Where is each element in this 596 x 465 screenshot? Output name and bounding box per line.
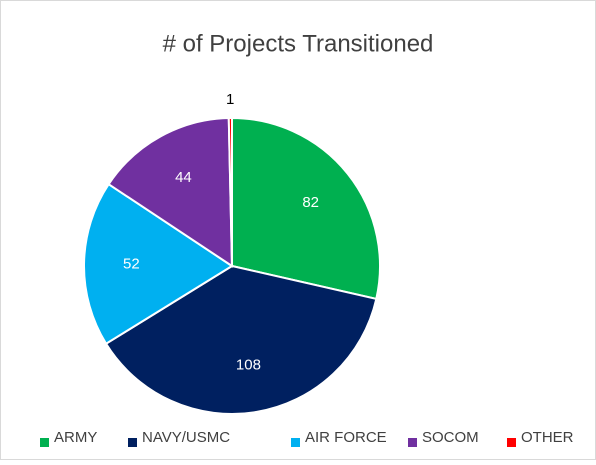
data-label: 108 <box>236 356 261 373</box>
legend-swatch <box>40 438 49 447</box>
legend-label: ARMY <box>54 429 97 446</box>
data-label: 44 <box>175 169 192 186</box>
pie-slice <box>231 116 381 301</box>
legend-swatch <box>507 438 516 447</box>
legend-swatch <box>408 438 417 447</box>
legend-label: SOCOM <box>422 429 479 446</box>
legend-label: NAVY/USMC <box>142 429 230 446</box>
data-label: 1 <box>226 91 234 108</box>
data-label: 52 <box>123 255 140 272</box>
pie-slice <box>107 117 234 268</box>
pie-slice <box>83 182 234 346</box>
legend-swatch <box>291 438 300 447</box>
pie-slice <box>227 116 233 267</box>
legend-label: AIR FORCE <box>305 429 387 446</box>
data-label: 82 <box>302 194 319 211</box>
legend-swatch <box>128 438 137 447</box>
chart-title: # of Projects Transitioned <box>163 30 434 57</box>
legend-label: OTHER <box>521 429 574 446</box>
